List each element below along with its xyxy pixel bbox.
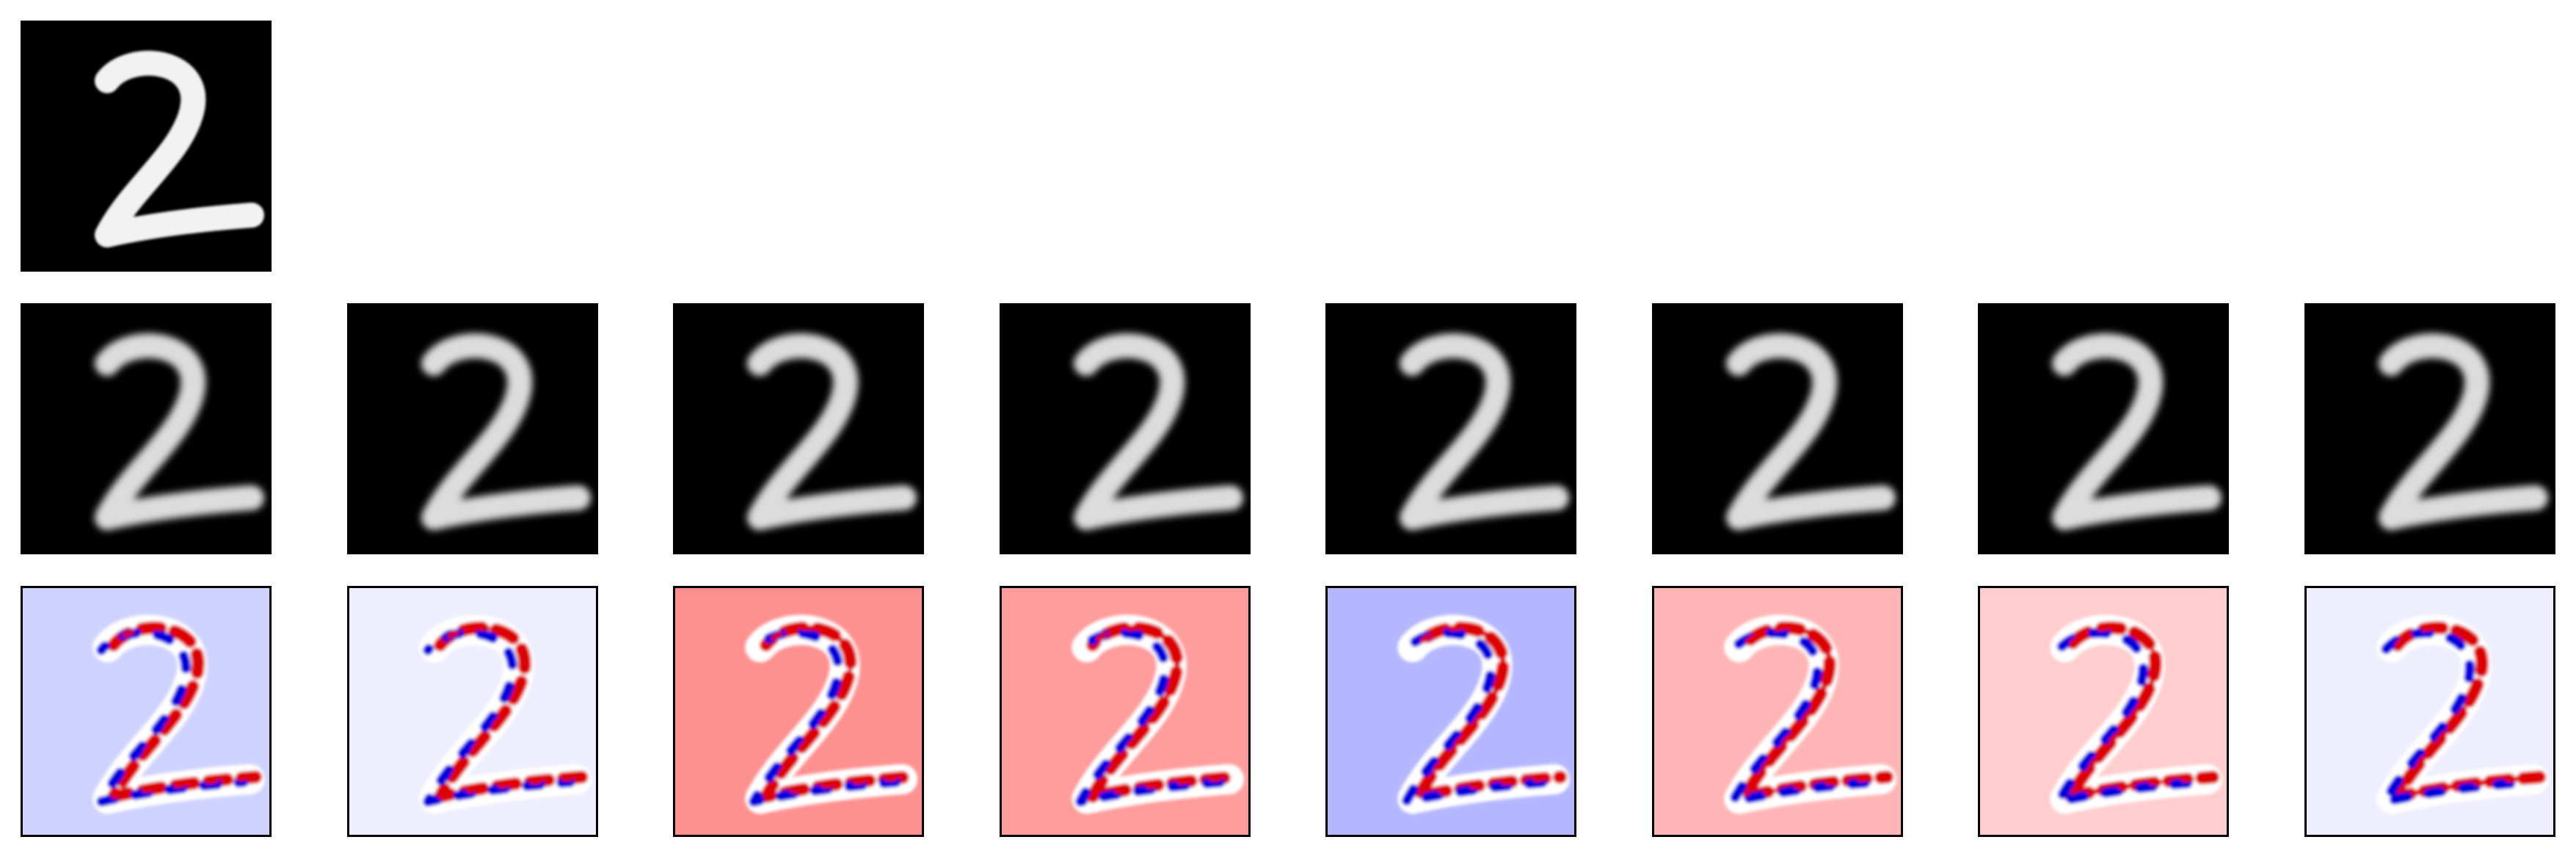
- difference-map-3: [673, 586, 924, 837]
- difference-map-2: [347, 586, 598, 837]
- difference-map-7: [1978, 586, 2229, 837]
- digit-stroke: [95, 333, 264, 530]
- difference-map-8: [2304, 586, 2555, 837]
- reconstruction-image-8: [2304, 303, 2555, 554]
- diff-stroke: [1089, 625, 1238, 800]
- digit-stroke: [1074, 333, 1243, 530]
- diff-stroke: [1401, 628, 1554, 807]
- diff-stroke: [437, 625, 586, 800]
- digit-stroke: [1400, 333, 1569, 530]
- difference-map-6: [1652, 586, 1903, 837]
- reconstruction-image-1: [21, 303, 272, 554]
- diff-stroke: [1728, 628, 1880, 807]
- digit-stroke: [747, 333, 917, 530]
- reconstruction-image-6: [1652, 303, 1903, 554]
- digit-stroke: [1726, 333, 1896, 530]
- reconstruction-image-7: [1978, 303, 2229, 554]
- diff-stroke: [1738, 621, 1894, 803]
- reconstruction-image-2: [347, 303, 598, 554]
- diff-stroke: [763, 625, 912, 800]
- original-digit-image: [21, 21, 272, 272]
- digit-stroke: [2379, 333, 2548, 530]
- reconstruction-image-5: [1325, 303, 1576, 554]
- digit-stroke: [95, 51, 264, 247]
- diff-stroke: [1411, 621, 1568, 803]
- diff-stroke: [110, 625, 259, 800]
- diff-stroke: [2380, 628, 2533, 807]
- reconstruction-image-4: [1000, 303, 1251, 554]
- diff-stroke: [1075, 628, 1228, 807]
- diff-stroke: [423, 628, 575, 807]
- digit-stroke: [421, 333, 591, 530]
- reconstruction-image-3: [673, 303, 924, 554]
- diff-stroke: [749, 628, 901, 807]
- diff-stroke: [96, 628, 249, 807]
- diff-stroke: [2053, 628, 2206, 807]
- difference-map-4: [1000, 586, 1251, 837]
- digit-stroke: [2052, 333, 2222, 530]
- difference-map-5: [1325, 586, 1576, 837]
- difference-map-1: [21, 586, 272, 837]
